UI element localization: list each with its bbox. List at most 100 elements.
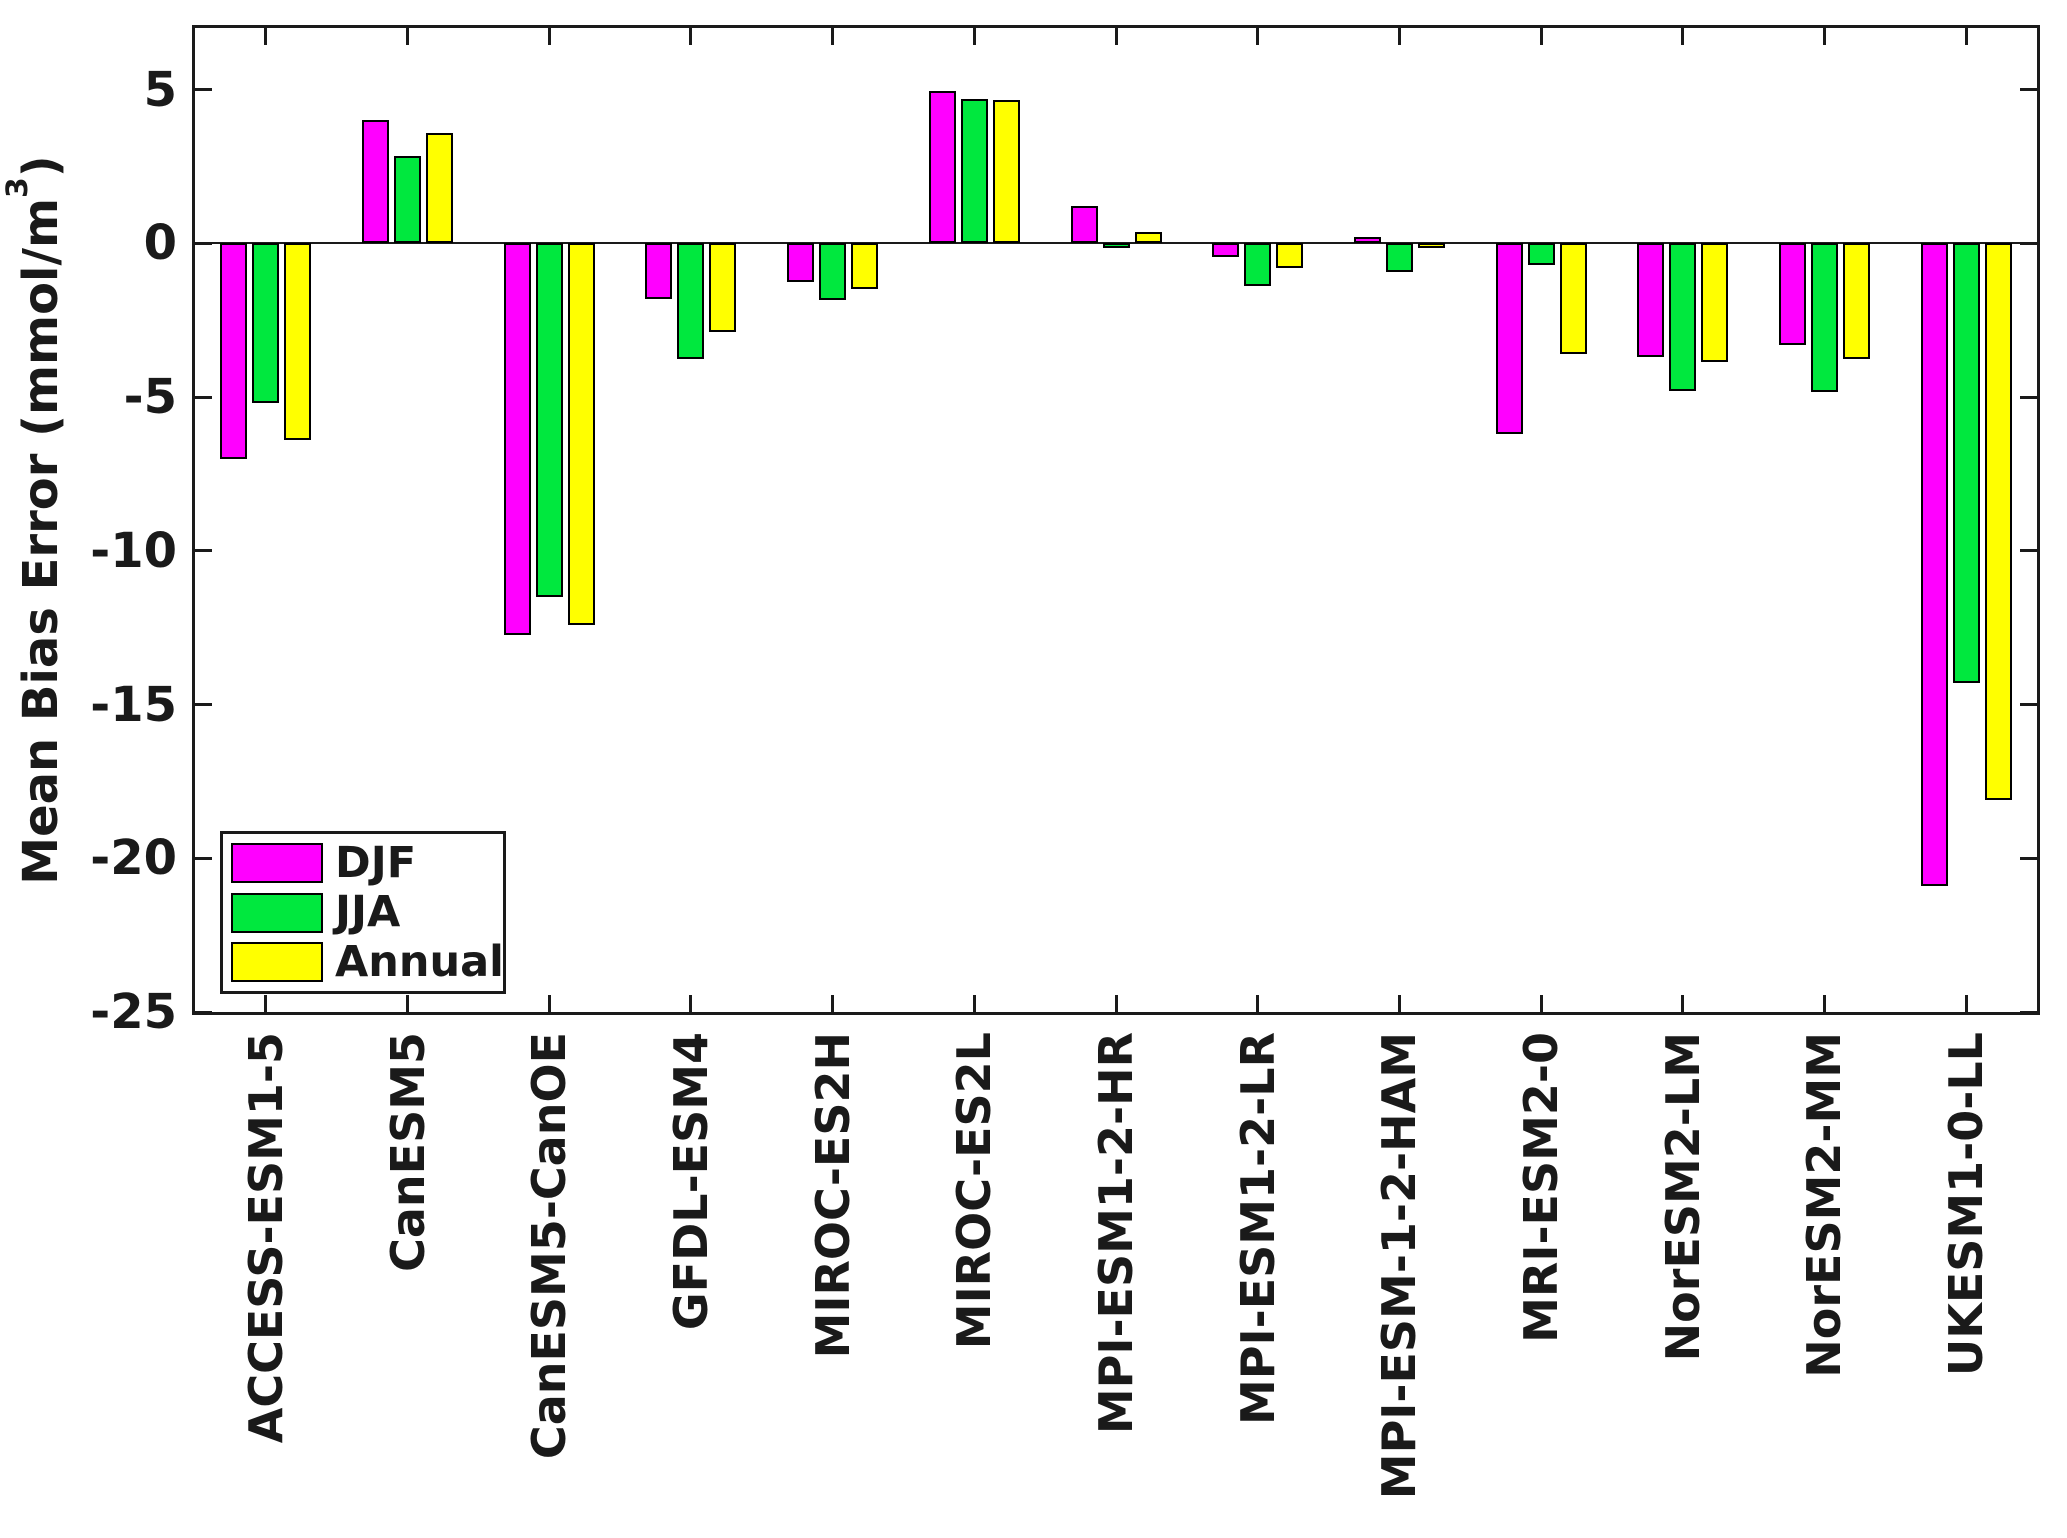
x-tick-mark: [689, 995, 693, 1012]
bar-djf-mri-esm2-0: [1495, 243, 1523, 434]
x-tick-mark: [547, 28, 551, 45]
y-tick-mark: [195, 703, 212, 706]
bar-annual-mpi-esm-1-2-ham: [1417, 243, 1445, 248]
x-tick-mark: [1397, 28, 1401, 45]
bar-djf-canesm5: [362, 120, 390, 244]
x-tick-mark: [972, 28, 976, 45]
y-tick-mark: [2020, 703, 2037, 706]
bar-djf-noresm2-lm: [1637, 243, 1665, 358]
bar-jja-mri-esm2-0: [1527, 243, 1555, 265]
bar-djf-mpi-esm-1-2-ham: [1353, 237, 1381, 244]
x-tick-label-miroc-es2l: MIROC-ES2L: [947, 1032, 1002, 1350]
y-tick-label: -25: [90, 984, 177, 1040]
bar-djf-canesm5-canoe: [503, 243, 531, 636]
bar-annual-access-esm1-5: [284, 243, 312, 441]
y-tick-label: 5: [143, 61, 177, 118]
bar-annual-noresm2-lm: [1701, 243, 1729, 362]
x-tick-label-noresm2-lm: NorESM2-LM: [1655, 1032, 1710, 1362]
bar-jja-miroc-es2h: [819, 243, 847, 301]
x-tick-label-canesm5-canoe: CanESM5-CanOE: [522, 1032, 577, 1460]
bar-annual-mpi-esm1-2-hr: [1134, 232, 1162, 244]
bar-djf-mpi-esm1-2-hr: [1070, 206, 1098, 244]
x-tick-mark: [406, 28, 410, 45]
plot-inner: [195, 28, 2037, 1014]
y-tick-mark: [195, 88, 212, 91]
y-tick-mark: [2020, 241, 2037, 245]
bar-djf-miroc-es2l: [928, 91, 956, 244]
bar-djf-access-esm1-5: [220, 243, 248, 459]
y-tick-label: -20: [90, 830, 177, 887]
y-tick-mark: [2020, 88, 2037, 91]
x-tick-label-access-esm1-5: ACCESS-ESM1-5: [238, 1032, 293, 1444]
y-tick-mark: [2020, 1010, 2037, 1014]
x-tick-label-miroc-es2h: MIROC-ES2H: [805, 1032, 860, 1359]
x-tick-mark: [1397, 995, 1401, 1012]
x-tick-mark: [689, 28, 693, 45]
x-tick-label-gfdl-esm4: GFDL-ESM4: [663, 1032, 718, 1331]
bar-annual-mpi-esm1-2-lr: [1276, 243, 1304, 268]
y-tick-mark: [195, 549, 212, 553]
legend-swatch-annual: [231, 942, 323, 982]
x-tick-mark: [972, 995, 976, 1012]
legend-row-djf: DJF: [231, 837, 495, 888]
bar-jja-canesm5-canoe: [535, 243, 563, 597]
bar-annual-mri-esm2-0: [1559, 243, 1587, 354]
y-tick-label: -5: [123, 369, 177, 425]
x-tick-mark: [1114, 995, 1118, 1012]
bar-jja-canesm5: [394, 155, 422, 244]
x-tick-label-mri-esm2-0: MRI-ESM2-0: [1514, 1032, 1569, 1343]
x-tick-label-ukesm1-0-ll: UKESM1-0-LL: [1939, 1032, 1994, 1377]
x-tick-mark: [1822, 28, 1826, 45]
legend-row-annual: Annual: [231, 940, 504, 983]
bar-annual-canesm5-canoe: [567, 243, 595, 625]
bar-jja-mpi-esm1-2-hr: [1102, 243, 1130, 248]
x-tick-label-noresm2-mm: NorESM2-MM: [1797, 1032, 1852, 1378]
bar-jja-mpi-esm-1-2-ham: [1385, 243, 1413, 273]
bar-jja-miroc-es2l: [960, 98, 988, 244]
x-tick-mark: [831, 28, 835, 45]
x-tick-mark: [831, 995, 835, 1012]
y-tick-label: 0: [143, 215, 177, 272]
legend-label-annual: Annual: [335, 936, 504, 987]
x-tick-mark: [1681, 28, 1685, 45]
bar-jja-mpi-esm1-2-lr: [1244, 243, 1272, 287]
x-tick-mark: [1539, 995, 1543, 1012]
y-axis-title-close: ): [13, 155, 69, 178]
bar-annual-noresm2-mm: [1842, 243, 1870, 359]
x-tick-mark: [264, 28, 268, 45]
x-tick-mark: [1681, 995, 1685, 1012]
x-tick-label-mpi-esm1-2-hr: MPI-ESM1-2-HR: [1089, 1032, 1143, 1435]
bar-jja-access-esm1-5: [252, 243, 280, 404]
y-axis-title: Mean Bias Error (mmol/m3): [0, 155, 69, 884]
x-tick-mark: [1964, 995, 1968, 1012]
y-tick-mark: [195, 856, 212, 860]
x-tick-mark: [1539, 28, 1543, 45]
plot-area: DJF JJA Annual: [192, 25, 2040, 1015]
bar-djf-miroc-es2h: [787, 243, 815, 282]
x-tick-mark: [406, 995, 410, 1012]
bar-annual-ukesm1-0-ll: [1984, 243, 2012, 800]
y-tick-label: -15: [90, 676, 177, 733]
y-tick-mark: [2020, 549, 2037, 553]
y-tick-mark: [2020, 395, 2037, 399]
bar-djf-ukesm1-0-ll: [1920, 243, 1948, 886]
y-tick-mark: [195, 241, 212, 245]
legend-swatch-jja: [231, 892, 323, 933]
legend-label-djf: DJF: [335, 837, 417, 888]
bar-annual-canesm5: [426, 132, 454, 244]
legend: DJF JJA Annual: [220, 831, 506, 994]
legend-label-jja: JJA: [335, 887, 401, 937]
x-tick-mark: [1256, 28, 1260, 45]
bar-jja-noresm2-mm: [1810, 243, 1838, 393]
y-tick-label: -10: [90, 522, 177, 579]
bar-jja-gfdl-esm4: [677, 243, 705, 359]
y-tick-mark: [195, 1010, 212, 1014]
x-tick-label-canesm5: CanESM5: [380, 1032, 435, 1272]
bar-djf-noresm2-mm: [1778, 243, 1806, 345]
y-axis-title-superscript: 3: [0, 177, 35, 198]
x-tick-mark: [1822, 995, 1826, 1012]
bar-djf-gfdl-esm4: [645, 243, 673, 299]
x-tick-mark: [1114, 28, 1118, 45]
x-tick-mark: [1256, 995, 1260, 1012]
y-axis-title-text: Mean Bias Error (mmol/m: [13, 197, 69, 885]
